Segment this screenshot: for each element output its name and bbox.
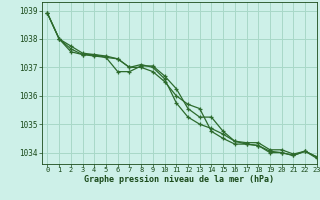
X-axis label: Graphe pression niveau de la mer (hPa): Graphe pression niveau de la mer (hPa) [84,175,274,184]
